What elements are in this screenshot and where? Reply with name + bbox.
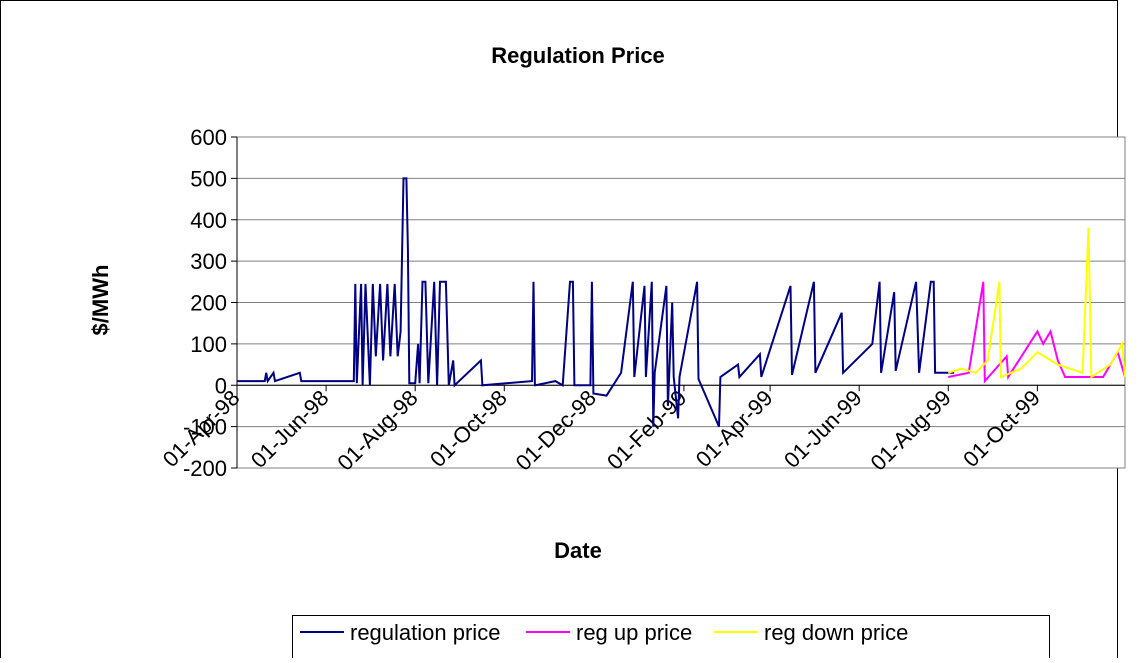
x-axis-label: Date <box>554 538 602 563</box>
y-tick-label: -200 <box>183 456 227 481</box>
y-tick-label: -100 <box>183 415 227 440</box>
series-line <box>237 177 955 427</box>
legend-box <box>292 615 1050 663</box>
series-line <box>948 227 1126 379</box>
legend-label: reg down price <box>764 620 908 645</box>
y-tick-label: 0 <box>215 373 227 398</box>
y-tick-label: 300 <box>190 249 227 274</box>
y-tick-label: 400 <box>190 208 227 233</box>
y-axis-label: $/MWh <box>88 265 113 336</box>
y-tick-label: 500 <box>190 166 227 191</box>
y-tick-label: 600 <box>190 125 227 150</box>
chart-title: Regulation Price <box>491 43 665 68</box>
series-line <box>948 281 1126 384</box>
legend-label: regulation price <box>350 620 500 645</box>
y-tick-label: 200 <box>190 291 227 316</box>
y-tick-label: 100 <box>190 332 227 357</box>
legend-label: reg up price <box>576 620 692 645</box>
